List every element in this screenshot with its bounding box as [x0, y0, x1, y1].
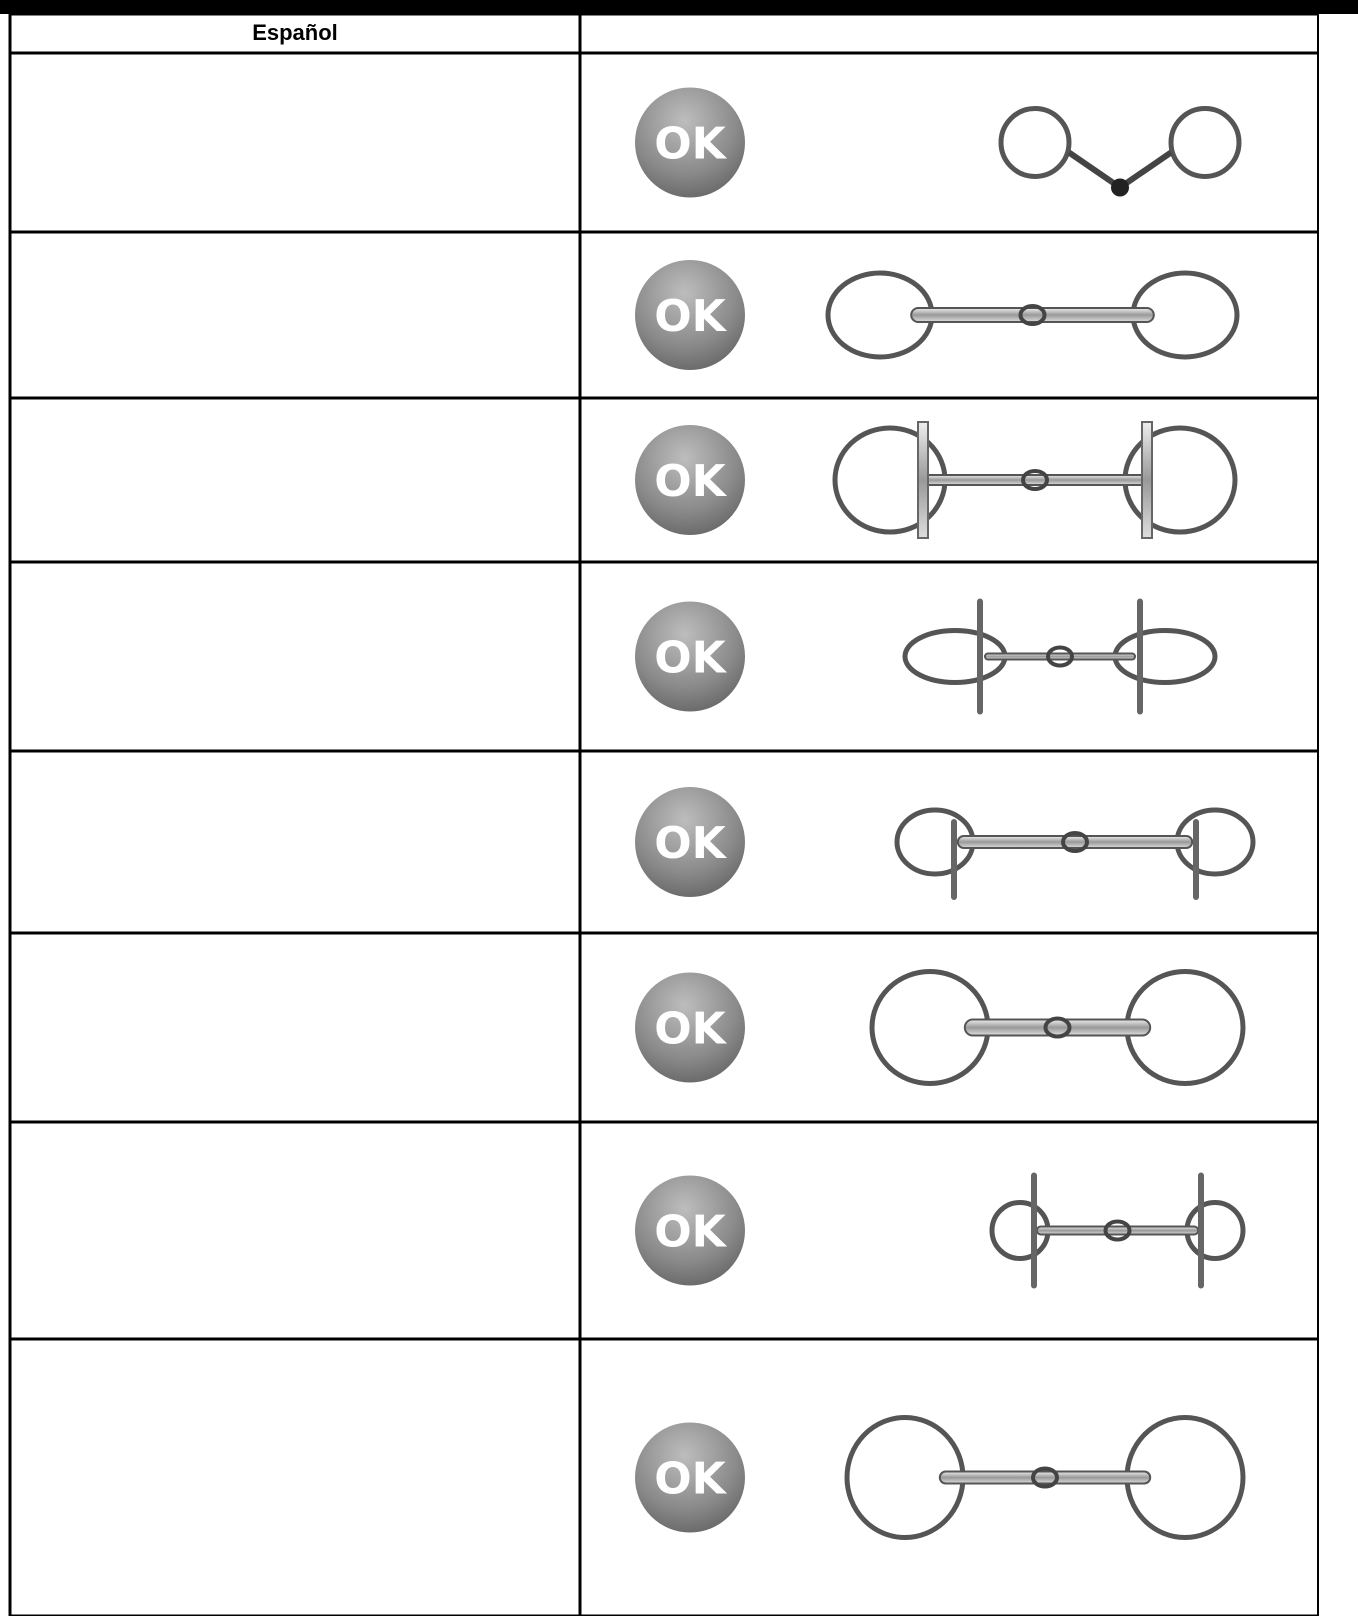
bit-image	[894, 807, 1256, 900]
row: OK	[635, 598, 1218, 715]
column-header: Español	[252, 20, 338, 45]
bit-mouthpiece	[956, 835, 1194, 849]
row: OK	[635, 969, 1246, 1086]
ok-label: OK	[654, 291, 727, 342]
bit-image	[844, 1415, 1246, 1540]
bit-mouthpiece	[910, 307, 1155, 323]
ok-label: OK	[654, 119, 727, 170]
bit-link	[1021, 469, 1049, 491]
bit-link	[1031, 1466, 1059, 1489]
bit-mouthpiece	[963, 1018, 1152, 1037]
bit-image	[998, 106, 1242, 197]
row: OK	[635, 87, 1242, 198]
bit-mouthpiece	[1035, 1225, 1200, 1236]
bit-link	[1018, 304, 1047, 326]
bit-cheek	[1141, 421, 1153, 539]
ok-label: OK	[654, 818, 727, 869]
bit-image	[869, 969, 1246, 1086]
ok-label: OK	[654, 1454, 727, 1505]
bit-cheek	[917, 421, 929, 539]
bit-ring	[998, 106, 1072, 179]
row: OK	[635, 1415, 1246, 1540]
bit-link	[1046, 645, 1074, 668]
bit-link	[1043, 1016, 1072, 1039]
bit-mouthpiece	[984, 652, 1136, 661]
bit-mouthpiece	[938, 1470, 1152, 1485]
ok-icon	[635, 1422, 745, 1533]
bit-image	[989, 1172, 1246, 1289]
row: OK	[635, 421, 1238, 539]
bit-ring	[1168, 106, 1242, 179]
ok-icon	[635, 260, 745, 370]
ok-icon	[635, 425, 745, 535]
ok-icon	[635, 972, 745, 1083]
ok-icon	[635, 87, 745, 198]
ok-icon	[635, 1175, 745, 1286]
ok-icon	[635, 601, 745, 712]
ok-label: OK	[654, 1207, 727, 1258]
bit-mouthpiece	[922, 474, 1148, 486]
ok-label: OK	[654, 633, 727, 684]
bit-image	[832, 421, 1238, 539]
top-bar	[0, 0, 1358, 14]
ok-label: OK	[654, 456, 727, 507]
ok-icon	[635, 787, 745, 897]
row: OK	[635, 260, 1240, 370]
bit-image	[902, 598, 1218, 715]
bit-link	[1111, 178, 1129, 197]
bit-link	[1061, 831, 1089, 853]
row: OK	[635, 1172, 1246, 1289]
table	[8, 12, 1319, 1616]
bit-image	[825, 270, 1240, 360]
row: OK	[635, 787, 1256, 900]
bit-link	[1103, 1219, 1132, 1242]
ok-label: OK	[654, 1004, 727, 1055]
